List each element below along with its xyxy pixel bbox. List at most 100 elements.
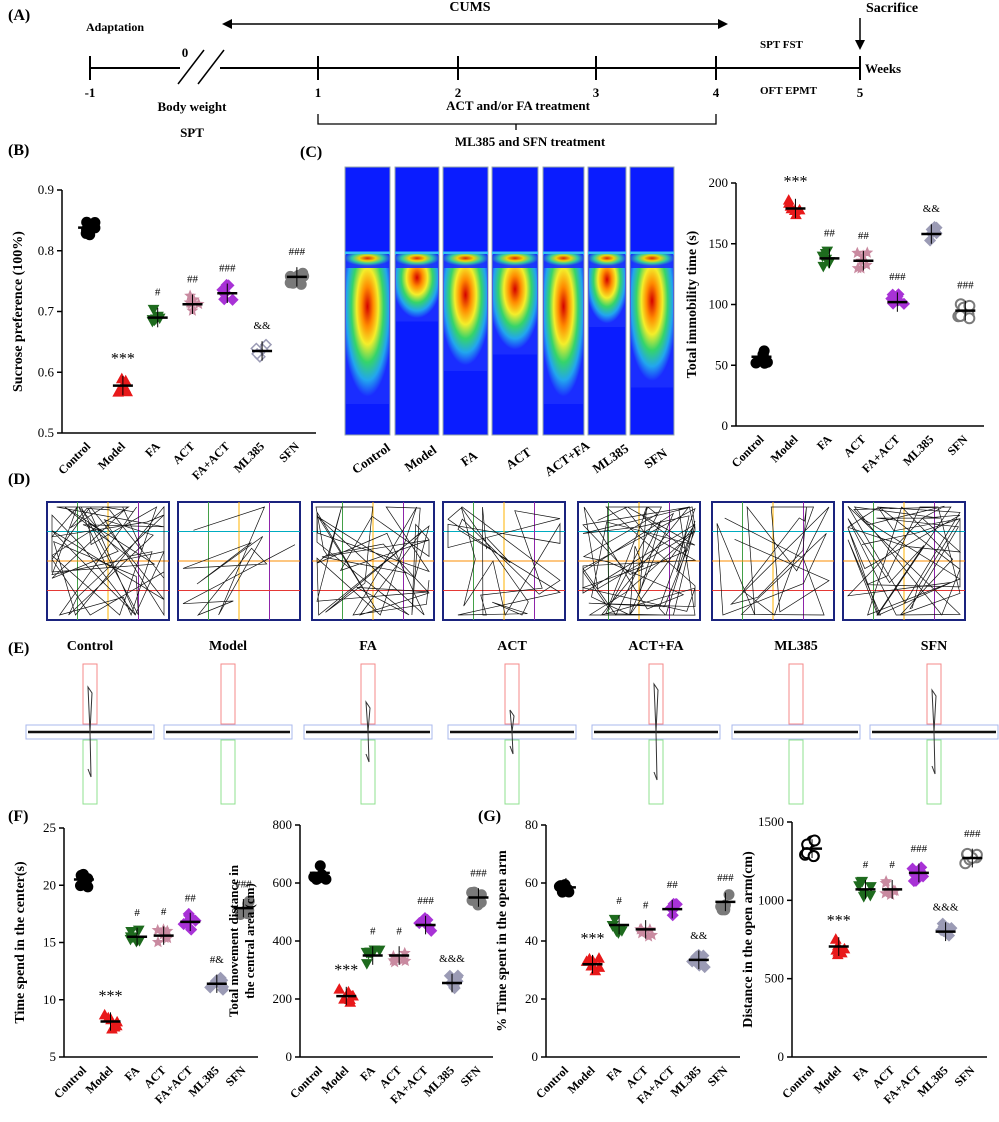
y-tick-label: 5 [50,1049,57,1064]
movement-track [581,506,697,616]
significance-label: &&& [439,953,465,965]
x-tick-label: ML385 [421,1063,457,1099]
panel-label-c: (C) [300,144,322,161]
y-tick-label: 0 [722,418,729,433]
open-arm-track [653,682,659,781]
significance-label: #& [210,954,225,966]
x-tick-label: Control [287,1063,325,1101]
data-point [854,262,868,274]
heatmap-group-label: SFN [641,445,670,472]
data-point [829,933,842,944]
heatmap-group-label: Control [349,440,393,477]
heatmap-spot [631,254,673,388]
significance-label: # [889,859,895,871]
open-arm-bottom [504,739,520,805]
timeline-break-gap [180,52,220,82]
y-tick-label: 15 [43,935,56,950]
y-tick-label: 25 [43,820,56,835]
movement-track [447,506,561,616]
open-arm-top [360,663,376,725]
open-arm-bottom [220,739,236,805]
x-tick-label: Model [565,1063,598,1096]
y-tick-label: 150 [709,236,729,251]
open-arm-top [82,663,98,725]
panel-label-f: (F) [8,808,28,825]
open-arm-track [931,688,937,775]
y-tick-label: 500 [765,971,785,986]
data-point [216,983,230,996]
y-axis-label: Distance in the open arm(cm) [741,851,756,1028]
significance-label: ### [717,872,734,884]
epm-group-label: FA [359,639,378,654]
timeline-tick-label: 5 [857,85,864,100]
heatmap-surface [396,254,438,268]
y-tick-label: 50 [715,357,728,372]
x-tick-label: Model [768,432,801,465]
data-point [84,229,96,241]
data-point [807,850,820,863]
data-point [151,935,164,948]
x-tick-label: ACT [170,439,198,467]
significance-label: ### [235,879,252,891]
chart-b: 0.5 0.6 0.7 0.8 0.9 Sucrose preference (100%)… [11,182,316,483]
y-axis-label: Total immobility time (s) [685,230,700,378]
timeline-break-2 [197,49,225,85]
data-point [838,942,851,954]
y-tick-label: 60 [525,875,538,890]
significance-label: ### [289,246,306,258]
x-tick-label: FA [604,1063,625,1084]
heatmap-group-label: FA [458,447,481,469]
data-point [226,293,239,306]
timeline-break-1 [177,49,205,85]
movement-track [182,506,296,616]
heatmap-group-label: Model [402,442,440,475]
heatmap-surface [631,254,673,268]
adaptation-label: Adaptation [86,20,144,34]
body-weight-label: Body weight [158,99,228,114]
significance-label: *** [827,912,851,929]
y-tick-label: 0.7 [38,304,55,319]
significance-label: &&& [933,902,959,914]
x-tick-label: Control [779,1063,817,1101]
x-tick-label: ML385 [186,1063,222,1099]
heatmap-group-label: ACT+FA [542,437,593,479]
significance-label: # [161,906,167,918]
epm-group-label: Control [67,639,114,654]
x-tick-label: Control [51,1063,89,1101]
open-arm-top [504,663,520,725]
significance-label: ### [417,895,434,907]
sacrifice-label: Sacrifice [866,1,918,16]
data-point [808,834,821,847]
x-tick-label: Model [318,1063,351,1096]
y-tick-label: 10 [43,992,56,1007]
panel-label-e: (E) [8,640,29,657]
data-point [583,952,596,964]
open-arm-bottom [788,739,804,805]
significance-label: # [134,907,140,919]
fst-heatmaps [344,166,675,436]
x-tick-label: ML385 [914,1063,950,1099]
x-tick-label: ML385 [231,439,267,475]
open-arm-top [788,663,804,725]
data-point [388,956,401,968]
open-arm-top [220,663,236,725]
y-tick-label: 0.5 [38,425,54,440]
significance-label: ## [185,892,197,904]
y-tick-label: 0 [778,1049,785,1064]
data-point [132,925,145,937]
data-point [360,959,373,970]
significance-label: && [923,203,941,215]
significance-label: *** [334,962,358,979]
heatmap-surface [589,254,625,268]
open-field-tracks [46,501,966,621]
cums-arrow-right-head [718,19,728,29]
x-tick-label: ACT [841,432,869,460]
x-tick-label: Control [533,1063,571,1101]
y-tick-label: 20 [525,991,538,1006]
y-tick-label: 800 [273,817,293,832]
significance-label: # [643,900,649,912]
significance-label: *** [581,930,605,947]
movement-track [716,505,830,616]
